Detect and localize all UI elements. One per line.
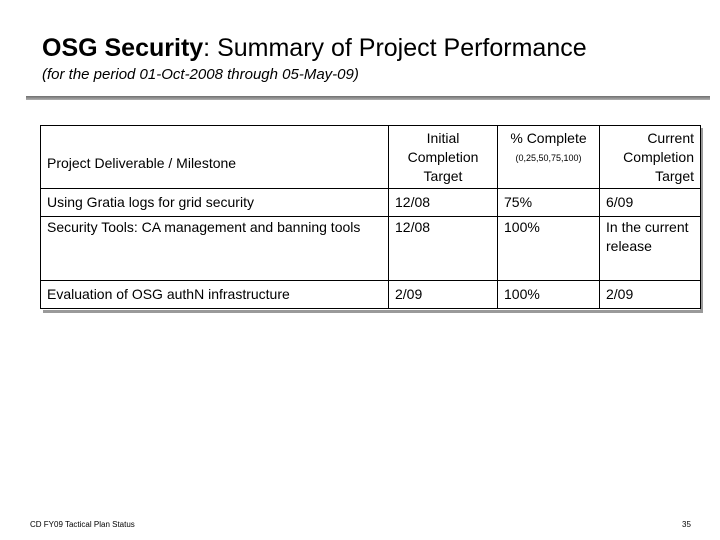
title-rest: : Summary of Project Performance	[203, 34, 587, 62]
table-row: Evaluation of OSG authN infrastructure 2…	[40, 280, 701, 309]
title-divider	[26, 96, 710, 100]
cell-current: 6/09	[599, 188, 701, 217]
cell-percent: 100%	[497, 216, 600, 281]
column-header-percent: % Complete (0,25,50,75,100)	[497, 125, 600, 189]
performance-table-container: Project Deliverable / Milestone Initial …	[40, 125, 701, 310]
table-row: Security Tools: CA management and bannin…	[40, 216, 701, 281]
cell-initial: 12/08	[388, 188, 498, 217]
page-title: OSG Security: Summary of Project Perform…	[42, 33, 587, 63]
cell-deliverable: Using Gratia logs for grid security	[40, 188, 389, 217]
column-header-initial-label: Initial Completion Target	[407, 129, 479, 184]
cell-percent: 75%	[497, 188, 600, 217]
column-header-initial: Initial Completion Target	[388, 125, 498, 189]
cell-current: 2/09	[599, 280, 701, 309]
column-header-current: Current Completion Target	[599, 125, 701, 189]
column-header-deliverable-label: Project Deliverable / Milestone	[47, 155, 237, 171]
performance-table: Project Deliverable / Milestone Initial …	[40, 125, 701, 309]
column-header-current-label: Current Completion Target	[623, 129, 694, 184]
cell-initial: 2/09	[388, 280, 498, 309]
page-number: 35	[682, 520, 691, 529]
title-bold: OSG Security	[42, 34, 204, 62]
table-header-row: Project Deliverable / Milestone Initial …	[40, 125, 701, 189]
column-header-percent-label: % Complete	[510, 130, 587, 146]
table-row: Using Gratia logs for grid security 12/0…	[40, 188, 701, 217]
page-subtitle: (for the period 01-Oct-2008 through 05-M…	[42, 66, 359, 83]
cell-initial: 12/08	[388, 216, 498, 281]
cell-deliverable: Security Tools: CA management and bannin…	[40, 216, 389, 281]
footer-label: CD FY09 Tactical Plan Status	[30, 520, 135, 529]
column-header-percent-note: (0,25,50,75,100)	[515, 153, 582, 163]
cell-current: In the current release	[599, 216, 701, 281]
cell-deliverable: Evaluation of OSG authN infrastructure	[40, 280, 389, 309]
cell-percent: 100%	[497, 280, 600, 309]
column-header-deliverable: Project Deliverable / Milestone	[40, 125, 389, 189]
